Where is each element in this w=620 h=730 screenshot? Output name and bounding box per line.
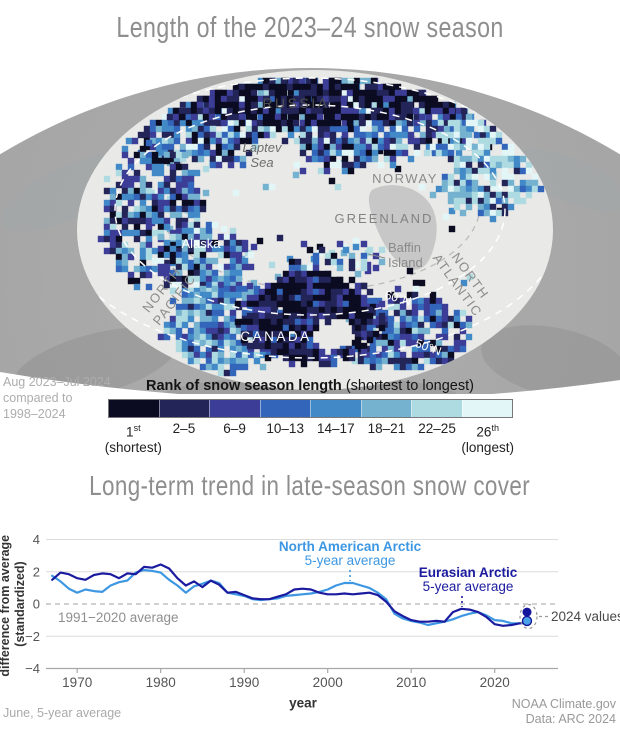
label-baffin-2: Island <box>388 255 423 270</box>
legend-cell-7 <box>411 400 462 417</box>
y-tick-label: 2 <box>33 564 40 579</box>
map-title: Length of the 2023–24 snow season <box>116 12 504 44</box>
svg-text:5-year average: 5-year average <box>305 553 396 568</box>
credit-block: NOAA Climate.gov Data: ARC 2024 <box>512 697 616 727</box>
north-american-series-line <box>51 568 530 627</box>
legend-cell-5 <box>310 400 361 417</box>
x-tick-label: 1980 <box>146 675 176 690</box>
eurasian-series-label: Eurasian Arctic 5-year average <box>419 565 518 607</box>
legend-bin-label-4: 10–13 <box>266 421 304 436</box>
x-tick-label: 2020 <box>480 675 510 690</box>
label-alaska: Alaska <box>181 236 221 251</box>
chart-svg: 4 2 0 −2 −4 1970 1980 1990 2000 2010 2020 year diff… <box>0 531 620 711</box>
legend-cell-6 <box>360 400 411 417</box>
caption-line-1: Aug 2023–Jul 2024 <box>3 375 111 389</box>
legend-bin-label-2: 2–5 <box>172 421 196 436</box>
latitude-circles <box>77 77 553 359</box>
chart-gridlines <box>46 538 558 637</box>
baseline-annotation: 1991−2020 average <box>58 610 179 625</box>
eurasian-2024-dot <box>522 607 532 617</box>
legend-bin-label-3: 6–9 <box>223 421 246 436</box>
legend-cell-2 <box>158 400 209 417</box>
y-tick-label: 4 <box>33 532 40 547</box>
latitude-circle-50n <box>77 77 553 359</box>
legend-cell-1 <box>109 400 159 417</box>
snow-rank-legend: Rank of snow season length (shortest to … <box>0 378 620 460</box>
chart-title: Long-term trend in late-season snow cove… <box>89 470 531 501</box>
label-greenland: GREENLAND <box>335 211 434 226</box>
map-period-caption: Aug 2023–Jul 2024 compared to 1998–2024 <box>3 374 111 422</box>
label-norway: NORWAY <box>372 171 438 186</box>
legend-title: Rank of snow season length (shortest to … <box>146 378 474 394</box>
globe-sphere <box>0 68 620 394</box>
caption-line-2: compared to <box>3 391 73 405</box>
snow-rank-mosaic <box>97 77 545 377</box>
chart-footnote: June, 5-year average <box>3 706 122 720</box>
eurasian-series-line <box>51 563 530 627</box>
map-svg: RUSSIA Laptev Sea NORWAY GREENLAND Baffi… <box>0 68 620 394</box>
label-baffin-1: Baffin <box>388 240 421 255</box>
north-american-series-label: North American Arctic 5-year average <box>279 539 422 581</box>
legend-bin-label-8: 26th (longest) <box>461 421 514 455</box>
x-tick-label: 1970 <box>62 675 92 690</box>
legend-bin-sublabel: (shortest) <box>104 439 162 455</box>
credit-data: Data: ARC 2024 <box>525 712 616 726</box>
legend-colorbar <box>108 399 513 418</box>
label-russia: RUSSIA <box>262 95 329 111</box>
legend-cell-3 <box>209 400 260 417</box>
legend-bin-label-7: 22–25 <box>418 421 456 436</box>
x-tick-label: 2010 <box>396 675 426 690</box>
y-tick-label: −4 <box>25 661 40 676</box>
y-axis-title: difference from average (standardized) <box>0 531 27 676</box>
svg-text:5-year average: 5-year average <box>423 579 514 594</box>
credit-source: NOAA Climate.gov <box>511 697 616 711</box>
x-tick-label: 2000 <box>313 675 343 690</box>
legend-cell-8 <box>461 400 512 417</box>
chart-axes: 4 2 0 −2 −4 1970 1980 1990 2000 2010 2020 year <box>25 532 558 711</box>
legend-bin-sublabel: (longest) <box>461 439 514 455</box>
north-american-2024-dot <box>521 615 533 627</box>
x-axis-title: year <box>289 696 318 711</box>
caption-line-3: 1998–2024 <box>3 407 66 421</box>
svg-text:North American Arctic: North American Arctic <box>279 539 422 554</box>
2024-values-outline <box>519 603 538 630</box>
x-tick-label: 1990 <box>229 675 259 690</box>
2024-value-dots <box>521 607 533 627</box>
globe-group: RUSSIA Laptev Sea NORWAY GREENLAND Baffi… <box>0 68 620 394</box>
legend-bin-label-5: 14–17 <box>317 421 355 436</box>
y-tick-label: 0 <box>33 597 40 612</box>
2024-values-label: 2024 values <box>551 609 620 624</box>
svg-text:Eurasian Arctic: Eurasian Arctic <box>419 565 518 580</box>
label-laptev-2: Sea <box>250 155 273 170</box>
legend-cell-4 <box>259 400 310 417</box>
label-laptev-1: Laptev <box>242 140 283 155</box>
legend-bin-label-1: 1st (shortest) <box>105 421 162 455</box>
y-tick-label: −2 <box>25 629 40 644</box>
latitude-circle-60n <box>114 104 506 316</box>
label-canada: CANADA <box>240 329 311 344</box>
trend-chart: 4 2 0 −2 −4 1970 1980 1990 2000 2010 2020 year diff… <box>0 518 620 730</box>
legend-bin-labels: 1st (shortest) 2–5 6–9 10–13 14–17 18–21 22–25 2… <box>105 421 514 455</box>
baffin-pointer-line <box>367 253 386 259</box>
snow-season-map: RUSSIA Laptev Sea NORWAY GREENLAND Baffi… <box>0 62 620 394</box>
legend-bin-label-6: 18–21 <box>367 421 406 436</box>
greenland-landmass <box>368 185 437 270</box>
